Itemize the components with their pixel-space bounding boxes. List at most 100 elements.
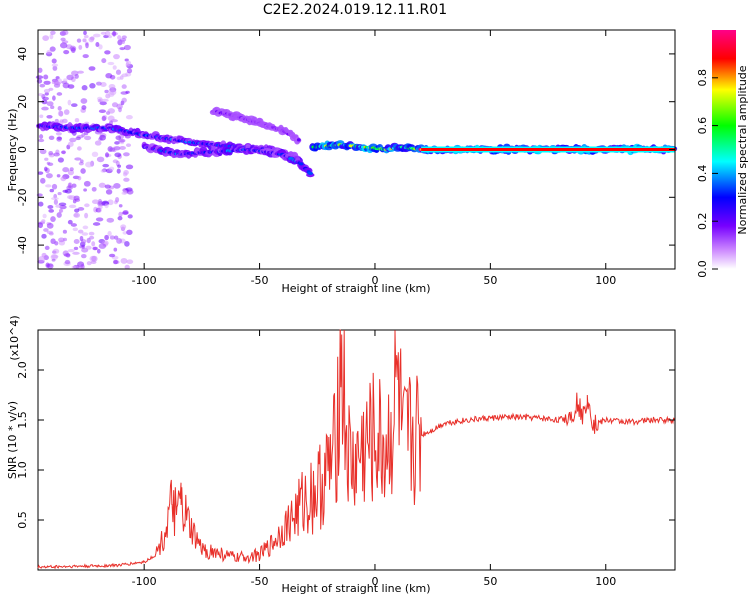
spectrogram-x-label: Height of straight line (km) (281, 282, 430, 295)
spectrogram-cell (118, 204, 123, 208)
spectrogram-cell (39, 83, 46, 88)
spectrogram-cell (298, 162, 304, 166)
spectrogram-cell (123, 44, 131, 51)
spectrogram-cell (120, 257, 128, 264)
x-tick-label: 50 (483, 575, 497, 588)
spectrogram-cell (104, 184, 111, 189)
spectrogram-cell (97, 207, 102, 213)
x-tick-label: -100 (132, 274, 157, 287)
snr-x-ticks: -100 -50 0 50 100 (132, 330, 616, 588)
spectrogram-cell (58, 202, 67, 206)
spectrogram-cell (64, 259, 71, 265)
spectrogram-cell (54, 241, 59, 246)
spectrogram-cell (71, 103, 78, 108)
spectrogram-cell (78, 44, 83, 50)
spectrogram-cell (99, 101, 107, 106)
x-tick-label: 0 (371, 575, 378, 588)
spectrogram-cell (91, 151, 99, 157)
spectrogram-cell (35, 75, 44, 80)
spectrogram-cell (52, 95, 56, 101)
spectrogram-cell (97, 96, 103, 101)
spectrogram-cell (82, 38, 87, 43)
spectrogram-cell (38, 256, 46, 262)
spectrogram-cell (45, 262, 50, 268)
spectrogram-cell (115, 69, 122, 75)
spectrogram-cell (69, 137, 77, 143)
snr-x-label: Height of straight line (km) (281, 582, 430, 595)
snr-y-multiplier: (x10^4) (8, 315, 21, 360)
spectrogram-cell (48, 135, 55, 140)
spectrogram-cell (51, 258, 56, 262)
y-tick-label: 1.0 (16, 461, 29, 479)
spectrogram-cell (91, 199, 100, 204)
y-tick-label: -20 (16, 188, 29, 206)
colorbar-tick-label: 0.6 (696, 117, 709, 135)
spectrogram-cell (77, 229, 84, 234)
spectrogram-cell (123, 177, 130, 182)
colorbar-ticks: 0.0 0.2 0.4 0.6 0.8 (696, 69, 718, 278)
spectrogram-cell (93, 33, 101, 38)
spectrogram-cell (89, 83, 96, 89)
spectrogram-cell (82, 225, 89, 230)
spectrogram-cell (79, 159, 84, 163)
snr-y-ticks: 0.5 1.0 1.5 2.0 (16, 361, 675, 529)
spectrogram-cell (63, 253, 71, 257)
spectrogram-cell (46, 101, 54, 107)
spectrogram-cell (76, 38, 82, 43)
spectrogram-cell (107, 230, 112, 237)
spectrogram-cell (98, 182, 106, 188)
spectrogram-cell (109, 235, 115, 240)
spectrogram-cell (92, 246, 98, 251)
spectrogram-data (35, 30, 678, 270)
spectrogram-cell (118, 138, 126, 143)
spectrogram-cell (125, 164, 134, 170)
spectrogram-cell (58, 237, 65, 243)
spectrogram-cell (107, 61, 115, 66)
spectrogram-cell (100, 81, 107, 88)
spectrogram-cell (45, 184, 52, 188)
spectrogram-cell (91, 255, 98, 262)
spectrogram-cell (61, 118, 68, 124)
spectrogram-cell (74, 118, 80, 123)
chart-title: C2E2.2024.019.12.11.R01 (263, 2, 447, 18)
spectrogram-cell (107, 92, 115, 97)
spectrogram-cell (67, 219, 73, 225)
spectrogram-cell (86, 261, 92, 266)
snr-frame (37, 329, 676, 571)
colorbar-tick-label: 0.0 (696, 260, 709, 278)
y-tick-label: 1.5 (16, 411, 29, 429)
spectrogram-cell (96, 248, 101, 254)
spectrogram-cell (112, 65, 117, 70)
spectrogram-cell (56, 136, 62, 142)
spectrogram-cell (296, 138, 301, 142)
spectrogram-cell (51, 254, 59, 259)
spectrogram-cell (73, 213, 79, 217)
spectrogram-cell (113, 183, 121, 189)
spectrogram-cell (62, 229, 67, 234)
y-tick-label: 20 (16, 95, 29, 109)
spectrogram-cell (121, 191, 127, 195)
spectrogram-cell (100, 169, 106, 173)
spectrogram-cell (86, 237, 91, 244)
spectrogram-cell (105, 73, 113, 79)
spectrogram-cell (95, 217, 104, 222)
spectrogram-cell (43, 228, 49, 232)
spectrogram-cell (37, 171, 44, 175)
spectrogram-cell (116, 76, 122, 81)
spectrogram-cell (77, 70, 84, 74)
spectrogram-cell (63, 109, 70, 115)
spectrogram-cell (80, 168, 86, 174)
x-tick-label: -50 (251, 575, 269, 588)
spectrogram-cell (124, 241, 130, 247)
spectrogram-cell (56, 92, 63, 96)
spectrogram-cell (104, 50, 111, 55)
spectrogram-cell (48, 209, 55, 213)
spectrogram-cell (41, 233, 47, 239)
spectrogram-cell (70, 223, 78, 227)
x-tick-label: 0 (371, 274, 378, 287)
spectrogram-cell (38, 201, 44, 207)
spectrogram-cell (81, 105, 87, 110)
spectrogram-cell (91, 186, 97, 192)
spectrogram-cell (62, 82, 70, 89)
x-tick-label: 100 (595, 274, 616, 287)
